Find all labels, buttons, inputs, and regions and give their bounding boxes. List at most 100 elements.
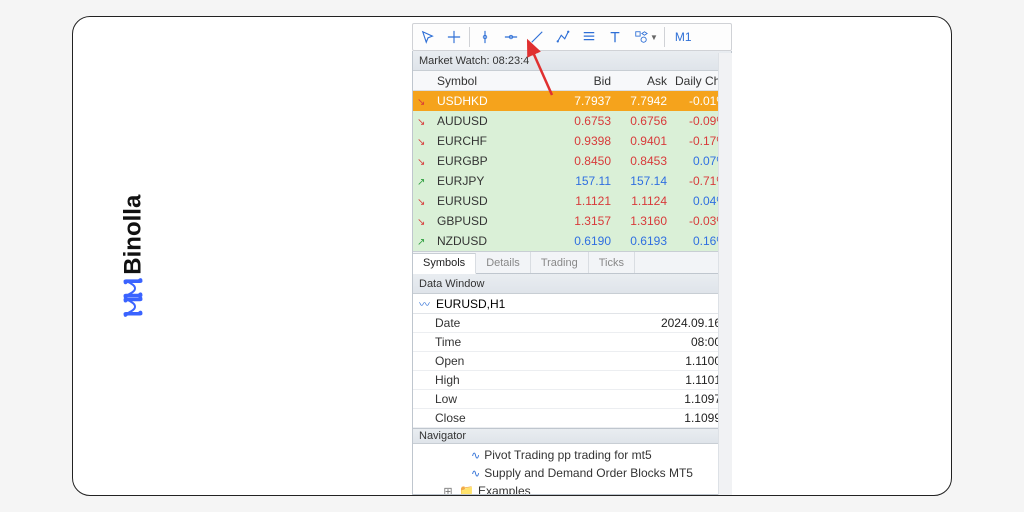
direction-arrow-icon: ↘ — [417, 214, 437, 228]
direction-arrow-icon: ↘ — [417, 154, 437, 168]
vertical-line-tool-icon[interactable] — [472, 25, 498, 49]
symbol-cell: NZDUSD — [437, 234, 555, 248]
data-key: Low — [435, 392, 457, 406]
data-key: Date — [435, 316, 460, 330]
terminal-wrap: ▼ M1 Market Watch: 08:23:4 × Symbol Bid … — [193, 17, 951, 495]
market-watch-header: Market Watch: 08:23:4 × — [413, 51, 731, 71]
scrollbar[interactable] — [718, 53, 732, 495]
navigator-label: Pivot Trading pp trading for mt5 — [484, 448, 651, 462]
navigator-tree: ∿Pivot Trading pp trading for mt5 ∿ Supply… — [413, 444, 731, 494]
indicator-icon: ∿ — [471, 467, 480, 480]
data-value: 1.1101 — [685, 373, 721, 387]
ask-cell: 0.6756 — [611, 114, 667, 128]
data-window-row: Low 1.1097 — [413, 390, 731, 409]
data-window-row: Time 08:00 — [413, 333, 731, 352]
market-watch-row[interactable]: ↗EURJPY157.11157.14-0.71% — [413, 171, 731, 191]
data-value: 1.1100 — [685, 354, 721, 368]
ask-cell: 0.9401 — [611, 134, 667, 148]
market-watch-row[interactable]: ↗NZDUSD0.61900.61930.16% — [413, 231, 731, 251]
cursor-tool-icon[interactable] — [415, 25, 441, 49]
trendline-tool-icon[interactable] — [524, 25, 550, 49]
horizontal-line-tool-icon[interactable] — [498, 25, 524, 49]
market-watch-section: Market Watch: 08:23:4 × Symbol Bid Ask D… — [412, 51, 732, 274]
data-key: Time — [435, 335, 461, 349]
ask-cell: 0.6193 — [611, 234, 667, 248]
market-watch-row[interactable]: ↘GBPUSD1.31571.3160-0.03% — [413, 211, 731, 231]
symbol-cell: USDHKD — [437, 94, 555, 108]
navigator-label: Supply and Demand Order Blocks MT5 — [484, 466, 693, 480]
timeframe-button[interactable]: M1 — [667, 25, 700, 49]
data-key: Open — [435, 354, 464, 368]
toolbar-separator — [664, 27, 665, 47]
market-watch-row[interactable]: ↘EURCHF0.93980.9401-0.17% — [413, 131, 731, 151]
direction-arrow-icon: ↘ — [417, 114, 437, 128]
col-ask: Ask — [611, 74, 667, 88]
crosshair-tool-icon[interactable] — [441, 25, 467, 49]
data-window-row: Open 1.1100 — [413, 352, 731, 371]
direction-arrow-icon: ↘ — [417, 194, 437, 208]
data-key: Close — [435, 411, 466, 425]
market-watch-tab[interactable]: Trading — [531, 252, 589, 273]
col-symbol: Symbol — [437, 74, 555, 88]
data-value: 1.1097 — [684, 392, 721, 406]
market-watch-row[interactable]: ↘AUDUSD0.67530.6756-0.09% — [413, 111, 731, 131]
data-window-header: Data Window × — [413, 274, 731, 294]
expand-plus-icon[interactable]: ⊞ — [441, 485, 455, 495]
bid-cell: 0.8450 — [555, 154, 611, 168]
navigator-item[interactable]: ⊞📁Examples — [413, 482, 731, 494]
data-value: 1.1099 — [684, 411, 721, 425]
toolbar-separator — [469, 27, 470, 47]
drawing-toolbar: ▼ M1 — [412, 23, 732, 51]
data-window-symbol: EURUSD,H1 — [436, 297, 505, 311]
market-watch-rows: ↘USDHKD7.79377.7942-0.01%↘AUDUSD0.67530.… — [413, 91, 731, 251]
data-value: 2024.09.16 — [661, 316, 721, 330]
data-window-section: Data Window × 〰 EURUSD,H1 Date 2024.09.16… — [412, 274, 732, 429]
market-watch-row[interactable]: ↘EURGBP0.84500.84530.07% — [413, 151, 731, 171]
data-window-row: Close 1.1099 — [413, 409, 731, 428]
fibonacci-tool-icon[interactable] — [576, 25, 602, 49]
data-window-rows: Date 2024.09.16 Time 08:00 Open 1.1100 High 1.1… — [413, 314, 731, 428]
symbol-cell: EURUSD — [437, 194, 555, 208]
market-watch-columns: Symbol Bid Ask Daily Ch.. — [413, 71, 731, 91]
brand-mark-icon: ⲘⲘ — [117, 281, 149, 318]
symbol-cell: AUDUSD — [437, 114, 555, 128]
folder-icon: 📁 — [459, 484, 474, 494]
ask-cell: 1.1124 — [611, 194, 667, 208]
data-value: 08:00 — [691, 335, 721, 349]
market-watch-tab[interactable]: Ticks — [589, 252, 635, 273]
brand-name: Binolla — [119, 195, 147, 275]
symbol-cell: GBPUSD — [437, 214, 555, 228]
market-watch-tab[interactable]: Details — [476, 252, 531, 273]
terminal-panel: ▼ M1 Market Watch: 08:23:4 × Symbol Bid … — [412, 23, 732, 495]
ask-cell: 7.7942 — [611, 94, 667, 108]
market-watch-row[interactable]: ↘EURUSD1.11211.11240.04% — [413, 191, 731, 211]
data-window-title: Data Window — [419, 278, 484, 290]
bid-cell: 1.1121 — [555, 194, 611, 208]
navigator-header: Navigator × — [413, 429, 731, 444]
data-window-row: Date 2024.09.16 — [413, 314, 731, 333]
ask-cell: 0.8453 — [611, 154, 667, 168]
navigator-item[interactable]: ∿ Supply and Demand Order Blocks MT5 — [413, 464, 731, 482]
polyline-tool-icon[interactable] — [550, 25, 576, 49]
data-window-symbol-row[interactable]: 〰 EURUSD,H1 — [413, 294, 731, 314]
market-watch-tabs: SymbolsDetailsTradingTicks — [413, 251, 731, 273]
shapes-tool-icon[interactable] — [628, 25, 654, 49]
ask-cell: 157.14 — [611, 174, 667, 188]
direction-arrow-icon: ↘ — [417, 94, 437, 108]
bid-cell: 7.7937 — [555, 94, 611, 108]
data-window-row: High 1.1101 — [413, 371, 731, 390]
col-bid: Bid — [555, 74, 611, 88]
ask-cell: 1.3160 — [611, 214, 667, 228]
bid-cell: 0.9398 — [555, 134, 611, 148]
direction-arrow-icon: ↗ — [417, 174, 437, 188]
symbol-cell: EURCHF — [437, 134, 555, 148]
navigator-item[interactable]: ∿Pivot Trading pp trading for mt5 — [413, 446, 731, 464]
market-watch-title: Market Watch: 08:23:4 — [419, 55, 529, 67]
direction-arrow-icon: ↗ — [417, 234, 437, 248]
bid-cell: 0.6190 — [555, 234, 611, 248]
market-watch-row[interactable]: ↘USDHKD7.79377.7942-0.01% — [413, 91, 731, 111]
data-key: High — [435, 373, 460, 387]
text-tool-icon[interactable] — [602, 25, 628, 49]
brand-sidebar: ⲘⲘ Binolla — [73, 17, 193, 495]
market-watch-tab[interactable]: Symbols — [413, 253, 476, 274]
